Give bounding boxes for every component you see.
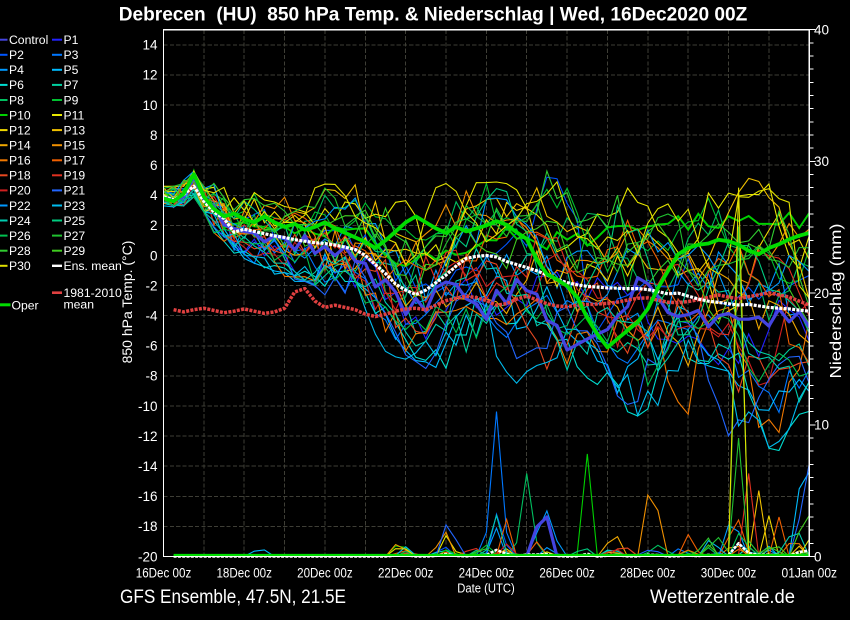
svg-text:P12: P12: [9, 123, 31, 137]
svg-text:P4: P4: [9, 63, 24, 77]
svg-text:-10: -10: [138, 399, 158, 414]
svg-text:P19: P19: [64, 169, 86, 183]
svg-text:P8: P8: [9, 93, 24, 107]
svg-text:-12: -12: [138, 429, 158, 444]
svg-text:P15: P15: [64, 139, 86, 153]
svg-text:24Dec 00z: 24Dec 00z: [459, 566, 515, 581]
svg-text:Date (UTC): Date (UTC): [457, 581, 515, 596]
svg-text:P13: P13: [64, 123, 86, 137]
svg-text:P30: P30: [9, 259, 31, 273]
svg-text:P20: P20: [9, 184, 31, 198]
svg-text:GFS Ensemble, 47.5N, 21.5E: GFS Ensemble, 47.5N, 21.5E: [120, 586, 346, 608]
svg-text:26Dec 00z: 26Dec 00z: [539, 566, 595, 581]
svg-text:P17: P17: [64, 154, 86, 168]
svg-text:850 hPa Temp. (°C): 850 hPa Temp. (°C): [119, 241, 135, 364]
svg-text:P24: P24: [9, 214, 31, 228]
svg-text:P14: P14: [9, 139, 31, 153]
svg-text:16Dec 00z: 16Dec 00z: [136, 566, 192, 581]
svg-text:P22: P22: [9, 199, 31, 213]
svg-text:10: 10: [142, 98, 157, 113]
svg-text:-8: -8: [145, 369, 157, 384]
svg-text:-20: -20: [138, 549, 158, 564]
svg-text:Oper: Oper: [12, 298, 39, 312]
svg-text:P16: P16: [9, 154, 31, 168]
svg-text:P11: P11: [64, 108, 85, 122]
svg-text:P9: P9: [64, 93, 79, 107]
svg-text:40: 40: [814, 23, 829, 38]
svg-text:P6: P6: [9, 78, 24, 92]
svg-text:P23: P23: [64, 199, 86, 213]
svg-text:2: 2: [150, 218, 158, 233]
svg-text:12: 12: [142, 68, 157, 83]
svg-text:28Dec 00z: 28Dec 00z: [620, 566, 676, 581]
svg-text:P28: P28: [9, 244, 31, 258]
svg-text:22Dec 00z: 22Dec 00z: [378, 566, 434, 581]
svg-text:P26: P26: [9, 229, 31, 243]
svg-text:14: 14: [142, 38, 158, 53]
svg-text:18Dec 00z: 18Dec 00z: [216, 566, 272, 581]
svg-text:P29: P29: [64, 244, 86, 258]
svg-text:4: 4: [150, 188, 158, 203]
svg-text:6: 6: [150, 158, 158, 173]
svg-text:30Dec 00z: 30Dec 00z: [701, 566, 757, 581]
svg-text:Control: Control: [9, 33, 48, 47]
svg-text:P18: P18: [9, 169, 31, 183]
svg-text:-18: -18: [138, 519, 158, 534]
svg-text:P1: P1: [64, 33, 79, 47]
svg-text:01Jan 00z: 01Jan 00z: [782, 566, 838, 581]
svg-text:0: 0: [150, 248, 158, 263]
svg-text:30: 30: [814, 154, 829, 169]
svg-text:-14: -14: [138, 459, 158, 474]
svg-text:8: 8: [150, 128, 158, 143]
svg-text:Ens. mean: Ens. mean: [64, 259, 122, 273]
svg-text:10: 10: [814, 418, 829, 433]
svg-text:0: 0: [814, 549, 822, 564]
svg-text:P7: P7: [64, 78, 79, 92]
svg-text:Wetterzentrale.de: Wetterzentrale.de: [650, 586, 795, 608]
svg-text:-16: -16: [138, 489, 158, 504]
svg-text:1981-2010: 1981-2010: [64, 286, 123, 300]
svg-text:P21: P21: [64, 184, 86, 198]
svg-text:Niederschlag (mm): Niederschlag (mm): [828, 224, 845, 379]
svg-text:P10: P10: [9, 108, 31, 122]
svg-text:-2: -2: [145, 278, 157, 293]
svg-text:Debrecen (HU) 850 hPa Temp.: Debrecen (HU) 850 hPa Temp. & Niederschl…: [119, 5, 748, 26]
svg-text:mean: mean: [64, 298, 95, 312]
svg-text:20: 20: [814, 286, 829, 301]
svg-text:20Dec 00z: 20Dec 00z: [297, 566, 353, 581]
svg-text:P2: P2: [9, 48, 24, 62]
svg-text:P5: P5: [64, 63, 79, 77]
svg-text:-4: -4: [145, 309, 157, 324]
svg-text:-6: -6: [145, 339, 157, 354]
svg-text:P27: P27: [64, 229, 86, 243]
svg-text:P25: P25: [64, 214, 86, 228]
svg-text:P3: P3: [64, 48, 79, 62]
